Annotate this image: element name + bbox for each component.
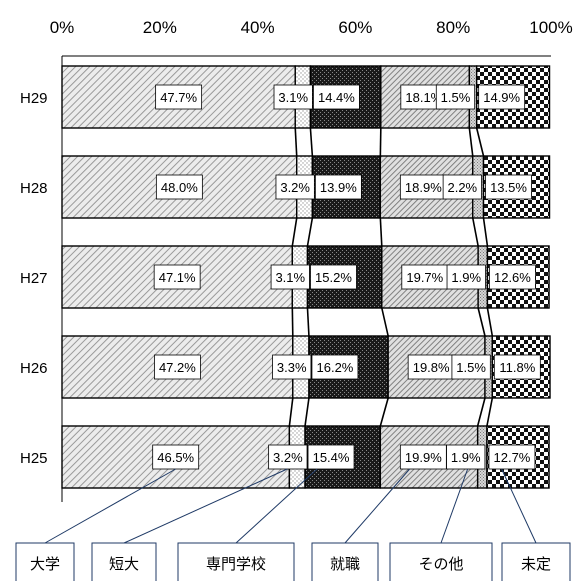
data-label: 3.1% [278,90,308,105]
data-label: 14.9% [483,90,520,105]
series-connector-line [484,218,488,246]
data-label: 12.7% [494,450,531,465]
legend-label: その他 [418,556,463,573]
category-label: H25 [20,450,48,467]
series-connector-line [487,308,492,336]
data-label: 2.2% [447,180,477,195]
x-tick-label: 80% [436,18,470,37]
x-tick-label: 40% [241,18,275,37]
series-connector-line [478,308,485,336]
x-tick-label: 60% [338,18,372,37]
x-tick-label: 100% [529,18,572,37]
legend-label: 未定 [521,556,551,573]
data-label: 47.7% [160,90,197,105]
data-label: 1.5% [441,90,471,105]
data-label: 14.4% [318,90,355,105]
data-label: 18.9% [405,180,442,195]
series-connector-line [289,398,292,426]
legend-label: 専門学校 [206,556,266,573]
series-connector-line [305,398,309,426]
data-label: 19.8% [413,360,450,375]
data-label: 1.9% [451,450,481,465]
data-label: 1.9% [451,270,481,285]
data-label: 3.1% [275,270,305,285]
series-connector-line [478,398,485,426]
series-connector-line [295,128,296,156]
series-connector-line [310,128,312,156]
data-label: 16.2% [317,360,354,375]
data-label: 3.2% [273,450,303,465]
data-label: 47.2% [159,360,196,375]
data-label: 12.6% [494,270,531,285]
series-connector-line [382,308,388,336]
data-label: 1.5% [456,360,486,375]
series-connector-line [307,308,308,336]
series-connector-line [473,218,478,246]
series-connector-line [469,128,472,156]
series-connector-line [307,218,312,246]
data-label: 11.8% [499,360,535,375]
category-label: H28 [20,180,48,197]
data-label: 47.1% [159,270,196,285]
data-label: 48.0% [161,180,198,195]
x-tick-label: 20% [143,18,177,37]
series-connector-line [292,218,296,246]
data-label: 46.5% [157,450,194,465]
data-label: 13.5% [490,180,527,195]
data-label: 19.9% [405,450,442,465]
data-label: 13.9% [320,180,357,195]
series-connector-line [487,398,492,426]
data-label: 19.7% [406,270,443,285]
legend-label: 短大 [109,556,139,573]
series-connector-line [380,398,388,426]
data-label: 15.4% [313,450,350,465]
category-label: H29 [20,90,48,107]
category-label: H27 [20,270,48,287]
x-tick-label: 0% [50,18,75,37]
legend-label: 就職 [330,556,360,573]
data-label: 15.2% [315,270,352,285]
series-connector-line [380,218,381,246]
category-label: H26 [20,360,48,377]
data-label: 3.2% [280,180,310,195]
data-label: 3.3% [277,360,307,375]
series-connector-line [477,128,484,156]
legend-label: 大学 [30,556,60,573]
